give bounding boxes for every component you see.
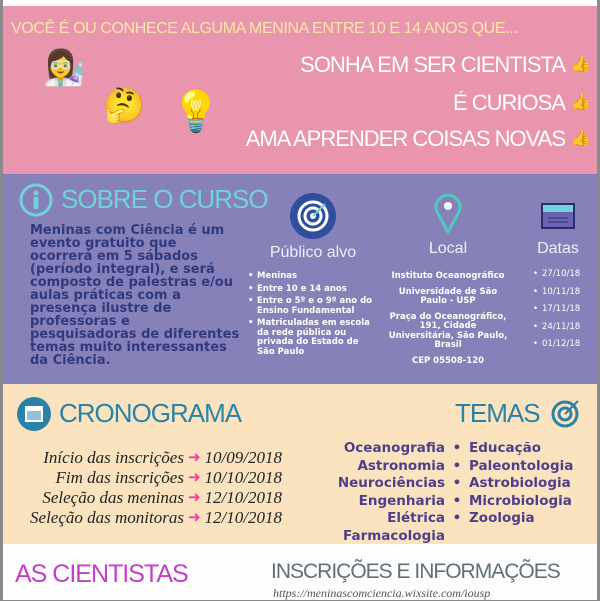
location-column: Local Instituto Oceanográfico Universida… [388, 192, 508, 366]
thumbs-up-icon: 👍 [571, 56, 591, 73]
audience-item: Entre o 5º e o 9º ano do Ensino Fundamen… [248, 296, 378, 316]
theme-item: Astronomia [357, 457, 445, 474]
thumbs-up-icon: 👍 [571, 94, 591, 111]
audience-item: Entre 10 e 14 anos [248, 284, 378, 295]
theme-item: Paleontologia [469, 457, 574, 474]
audience-item: Meninas [248, 271, 378, 282]
info-title: INSCRIÇÕES E INFORMAÇÕES [271, 560, 561, 583]
about-title: SOBRE O CURSO [61, 184, 269, 214]
arrow-right-icon: ➜ [187, 510, 201, 526]
scientist-emoji-icon: 👩‍🔬 [43, 48, 86, 88]
intro-headline: VOCÊ É OU CONHECE ALGUMA MENINA ENTRE 10… [11, 20, 518, 37]
dates-column: Datas 27/10/18 10/11/18 17/11/18 24/11/1… [533, 200, 583, 353]
date-item: 01/12/18 [533, 339, 583, 350]
intro-item: É CURIOSA 👍 [452, 90, 591, 115]
target-icon [290, 193, 336, 239]
calendar-icon [541, 203, 575, 229]
about-section: SOBRE O CURSO Meninas com Ciência é um e… [3, 174, 597, 384]
theme-item: Zoologia [469, 510, 535, 526]
location-line: CEP 05508-120 [411, 355, 485, 366]
intro-section: VOCÊ É OU CONHECE ALGUMA MENINA ENTRE 10… [3, 6, 597, 174]
calendar-icon [17, 397, 51, 431]
arrow-right-icon: ➜ [187, 490, 201, 506]
schedule-row: Início das inscrições ➜ 10/09/2018 [43, 448, 282, 467]
dates-title: Datas [537, 240, 579, 257]
theme-item: Microbiologia [469, 492, 572, 509]
schedule-row: Seleção das meninas ➜ 12/10/2018 [42, 488, 282, 507]
date-item: 17/11/18 [533, 304, 583, 315]
intro-item: AMA APRENDER COISAS NOVAS 👍 [245, 126, 591, 151]
themes-list: Oceanografia Astronomia Neurociências En… [303, 440, 574, 545]
schedule-title: CRONOGRAMA [59, 398, 242, 428]
theme-item: Oceanografia [343, 440, 445, 456]
location-line: Instituto Oceanográfico [391, 271, 505, 281]
date-item: 24/11/18 [533, 322, 583, 333]
schedule-row: Seleção das monitoras ➜ 12/10/2018 [30, 508, 282, 527]
location-title: Local [428, 240, 468, 257]
theme-item: Astrobiologia [469, 475, 571, 491]
theme-bullets: • • • • • [452, 440, 462, 526]
audience-title: Público alvo [269, 244, 357, 261]
audience-item: Matriculadas em escola da rede pública o… [248, 318, 378, 357]
schedule-section: CRONOGRAMA TEMAS Início das inscrições ➜ 1… [3, 384, 597, 544]
schedule-row: Fim das inscrições ➜ 10/10/2018 [55, 468, 282, 487]
arrow-right-icon: ➜ [187, 450, 201, 466]
footer-section: AS CIENTISTAS INSCRIÇÕES E INFORMAÇÕES h… [3, 544, 597, 600]
arrow-right-icon: ➜ [187, 470, 201, 486]
date-item: 27/10/18 [533, 269, 583, 280]
intro-item: SONHA EM SER CIENTISTA 👍 [300, 52, 591, 77]
location-line: Universidade de São Paulo - USP [398, 286, 498, 306]
info-icon [19, 183, 53, 217]
scientists-title: AS CIENTISTAS [15, 560, 189, 588]
theme-item: Neurociências [337, 475, 445, 491]
date-item: 10/11/18 [533, 287, 583, 298]
info-url-link[interactable]: https://meninascomciencia.wixsite.com/io… [273, 586, 491, 600]
target-icon [551, 400, 579, 428]
thumbs-up-icon: 👍 [571, 130, 591, 147]
audience-column: Público alvo Meninas Entre 10 e 14 anos … [248, 192, 378, 360]
theme-item: Educação [469, 440, 541, 456]
location-line: Praça do Oceanográfico, 191, Cidade Univ… [388, 311, 508, 350]
themes-title: TEMAS [455, 398, 541, 428]
thinking-emoji-icon: 🤔 [103, 86, 146, 126]
minion-lightbulb-icon: 💡 [171, 89, 221, 135]
poster: VOCÊ É OU CONHECE ALGUMA MENINA ENTRE 10… [3, 0, 597, 600]
theme-item: Farmacologia [343, 527, 445, 544]
about-description: Meninas com Ciência é um evento gratuito… [30, 223, 240, 368]
schedule-list: Início das inscrições ➜ 10/09/2018 Fim das… [17, 448, 282, 528]
map-pin-icon [434, 193, 462, 236]
theme-item: Engenharia Elétrica [358, 492, 445, 527]
